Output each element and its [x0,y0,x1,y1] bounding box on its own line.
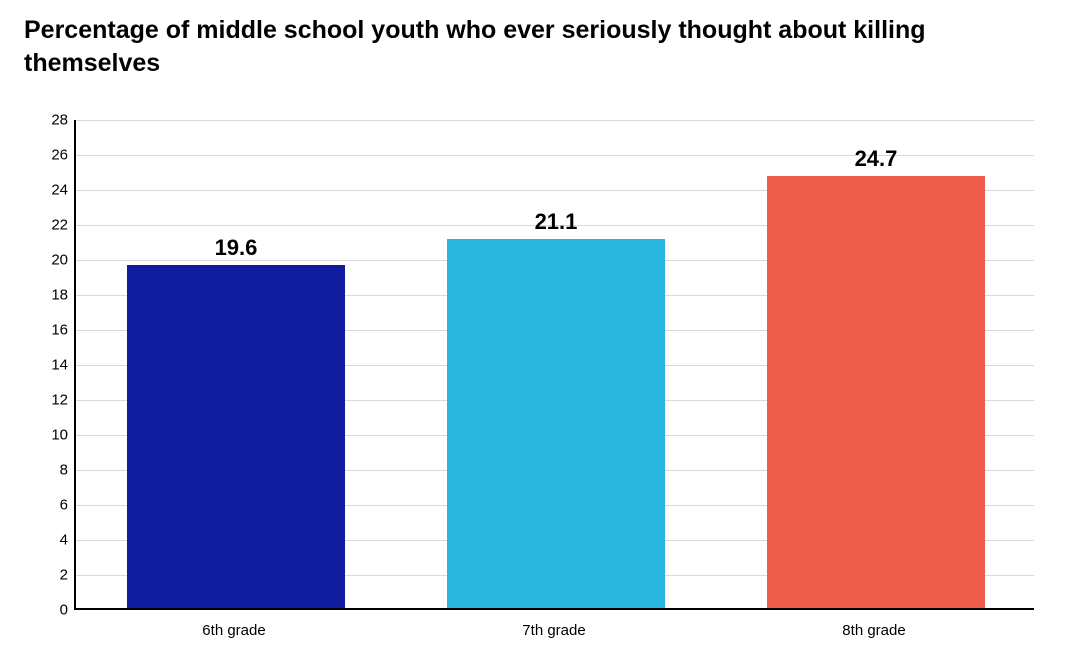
y-tick-label: 14 [24,357,68,374]
y-tick-label: 22 [24,217,68,234]
bar-value-label: 24.7 [767,146,985,172]
y-tick-label: 8 [24,462,68,479]
bar-value-label: 21.1 [447,209,665,235]
x-tick-label: 8th grade [842,622,905,639]
y-tick-label: 0 [24,602,68,619]
chart-title: Percentage of middle school youth who ev… [24,14,1030,79]
bar: 24.7 [767,176,985,608]
gridline [76,120,1034,121]
y-tick-label: 6 [24,497,68,514]
x-tick-label: 7th grade [522,622,585,639]
x-tick-label: 6th grade [202,622,265,639]
bar: 19.6 [127,265,345,608]
plot-area: 19.6 21.1 24.7 [74,120,1034,610]
y-tick-label: 10 [24,427,68,444]
y-tick-label: 20 [24,252,68,269]
y-tick-label: 4 [24,532,68,549]
y-tick-label: 2 [24,567,68,584]
y-tick-label: 28 [24,112,68,129]
y-tick-label: 12 [24,392,68,409]
bar: 21.1 [447,239,665,608]
y-tick-label: 26 [24,147,68,164]
y-tick-label: 16 [24,322,68,339]
bar-value-label: 19.6 [127,235,345,261]
y-tick-label: 18 [24,287,68,304]
chart-container: 0246810121416182022242628 19.621.124.7 6… [24,120,1044,640]
y-tick-label: 24 [24,182,68,199]
